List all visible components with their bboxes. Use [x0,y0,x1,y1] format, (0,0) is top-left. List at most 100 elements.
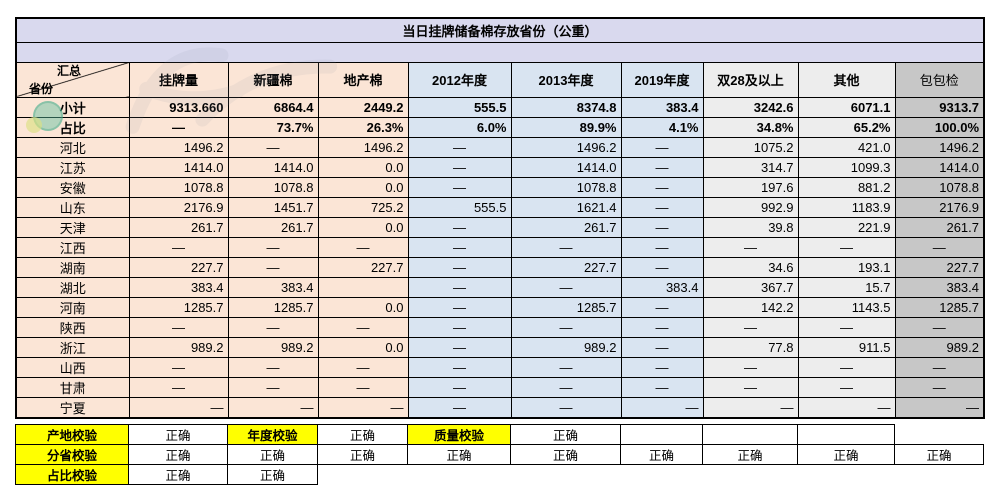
check-result-1-7[interactable]: 正确 [702,444,798,465]
cell-13-4[interactable]: — [510,356,622,378]
cell-2-0[interactable]: 1496.2 [128,136,229,158]
cell-5-7[interactable]: 1183.9 [797,196,896,218]
cell-12-1[interactable]: 989.2 [227,336,319,358]
cell-6-3[interactable]: — [407,216,512,238]
check-label-2-0[interactable]: 占比校验 [15,464,129,485]
row-label-10[interactable]: 河南 [15,296,130,318]
cell-11-4[interactable]: — [510,316,622,338]
cell-6-8[interactable]: 261.7 [894,216,985,238]
cell-3-4[interactable]: 1414.0 [510,156,622,178]
check-result-0-8[interactable] [797,424,895,445]
cell-3-6[interactable]: 314.7 [702,156,799,178]
col-header-6[interactable]: 双28及以上 [702,61,799,98]
cell-13-1[interactable]: — [227,356,319,378]
cell-8-2[interactable]: 227.7 [317,256,409,278]
cell-11-2[interactable]: — [317,316,409,338]
cell-7-6[interactable]: — [702,236,799,258]
col-header-2[interactable]: 地产棉 [317,61,409,98]
check-result-2-2[interactable]: 正确 [227,464,318,485]
row-label-2[interactable]: 河北 [15,136,130,158]
cell-5-0[interactable]: 2176.9 [128,196,229,218]
cell-7-2[interactable]: — [317,236,409,258]
cell-1-6[interactable]: 34.8% [702,116,799,138]
cell-7-4[interactable]: — [510,236,622,258]
cell-9-6[interactable]: 367.7 [702,276,799,298]
col-header-5[interactable]: 2019年度 [620,61,704,98]
cell-0-3[interactable]: 555.5 [407,96,512,118]
cell-14-0[interactable]: — [128,376,229,398]
cell-13-2[interactable]: — [317,356,409,378]
check-result-1-6[interactable]: 正确 [620,444,703,465]
row-label-0[interactable]: 小计 [15,96,130,118]
cell-0-5[interactable]: 383.4 [620,96,704,118]
cell-11-8[interactable]: — [894,316,985,338]
cell-4-7[interactable]: 881.2 [797,176,896,198]
cell-6-2[interactable]: 0.0 [317,216,409,238]
cell-13-8[interactable]: — [894,356,985,378]
cell-15-0[interactable]: — [128,396,229,418]
cell-15-3[interactable]: — [407,396,512,418]
cell-4-1[interactable]: 1078.8 [227,176,319,198]
cell-2-3[interactable]: — [407,136,512,158]
cell-5-6[interactable]: 992.9 [702,196,799,218]
row-label-3[interactable]: 江苏 [15,156,130,178]
cell-11-6[interactable]: — [702,316,799,338]
cell-6-7[interactable]: 221.9 [797,216,896,238]
cell-15-8[interactable]: — [894,396,985,418]
cell-15-6[interactable]: — [702,396,799,418]
cell-1-2[interactable]: 26.3% [317,116,409,138]
cell-2-2[interactable]: 1496.2 [317,136,409,158]
cell-10-1[interactable]: 1285.7 [227,296,319,318]
check-result-0-1[interactable]: 正确 [128,424,228,445]
cell-9-5[interactable]: 383.4 [620,276,704,298]
cell-3-7[interactable]: 1099.3 [797,156,896,178]
cell-15-2[interactable]: — [317,396,409,418]
col-header-0[interactable]: 挂牌量 [128,61,229,98]
cell-15-4[interactable]: — [510,396,622,418]
cell-8-6[interactable]: 34.6 [702,256,799,278]
cell-1-3[interactable]: 6.0% [407,116,512,138]
check-label-0-2[interactable]: 年度校验 [227,424,318,445]
cell-6-1[interactable]: 261.7 [227,216,319,238]
cell-12-6[interactable]: 77.8 [702,336,799,358]
cell-0-1[interactable]: 6864.4 [227,96,319,118]
cell-3-8[interactable]: 1414.0 [894,156,985,178]
cell-5-4[interactable]: 1621.4 [510,196,622,218]
cell-0-8[interactable]: 9313.7 [894,96,985,118]
row-label-5[interactable]: 山东 [15,196,130,218]
row-label-11[interactable]: 陕西 [15,316,130,338]
cell-12-5[interactable]: — [620,336,704,358]
row-label-6[interactable]: 天津 [15,216,130,238]
row-label-7[interactable]: 江西 [15,236,130,258]
cell-10-8[interactable]: 1285.7 [894,296,985,318]
row-label-12[interactable]: 浙江 [15,336,130,358]
cell-0-7[interactable]: 6071.1 [797,96,896,118]
cell-4-3[interactable]: — [407,176,512,198]
check-result-0-3[interactable]: 正确 [317,424,408,445]
cell-11-1[interactable]: — [227,316,319,338]
cell-9-4[interactable]: — [510,276,622,298]
cell-2-6[interactable]: 1075.2 [702,136,799,158]
cell-5-5[interactable]: — [620,196,704,218]
cell-1-0[interactable]: — [128,116,229,138]
col-header-7[interactable]: 其他 [797,61,896,98]
cell-0-2[interactable]: 2449.2 [317,96,409,118]
cell-3-3[interactable]: — [407,156,512,178]
check-result-1-5[interactable]: 正确 [510,444,621,465]
cell-9-1[interactable]: 383.4 [227,276,319,298]
check-label-1-0[interactable]: 分省校验 [15,444,129,465]
cell-12-0[interactable]: 989.2 [128,336,229,358]
cell-11-5[interactable]: — [620,316,704,338]
cell-8-1[interactable]: — [227,256,319,278]
cell-2-4[interactable]: 1496.2 [510,136,622,158]
cell-14-4[interactable]: — [510,376,622,398]
cell-2-5[interactable]: — [620,136,704,158]
row-label-9[interactable]: 湖北 [15,276,130,298]
cell-4-2[interactable]: 0.0 [317,176,409,198]
corner-header[interactable]: 汇总 省份 [15,61,130,98]
cell-10-5[interactable]: — [620,296,704,318]
cell-5-2[interactable]: 725.2 [317,196,409,218]
cell-12-2[interactable]: 0.0 [317,336,409,358]
cell-11-3[interactable]: — [407,316,512,338]
cell-13-6[interactable]: — [702,356,799,378]
